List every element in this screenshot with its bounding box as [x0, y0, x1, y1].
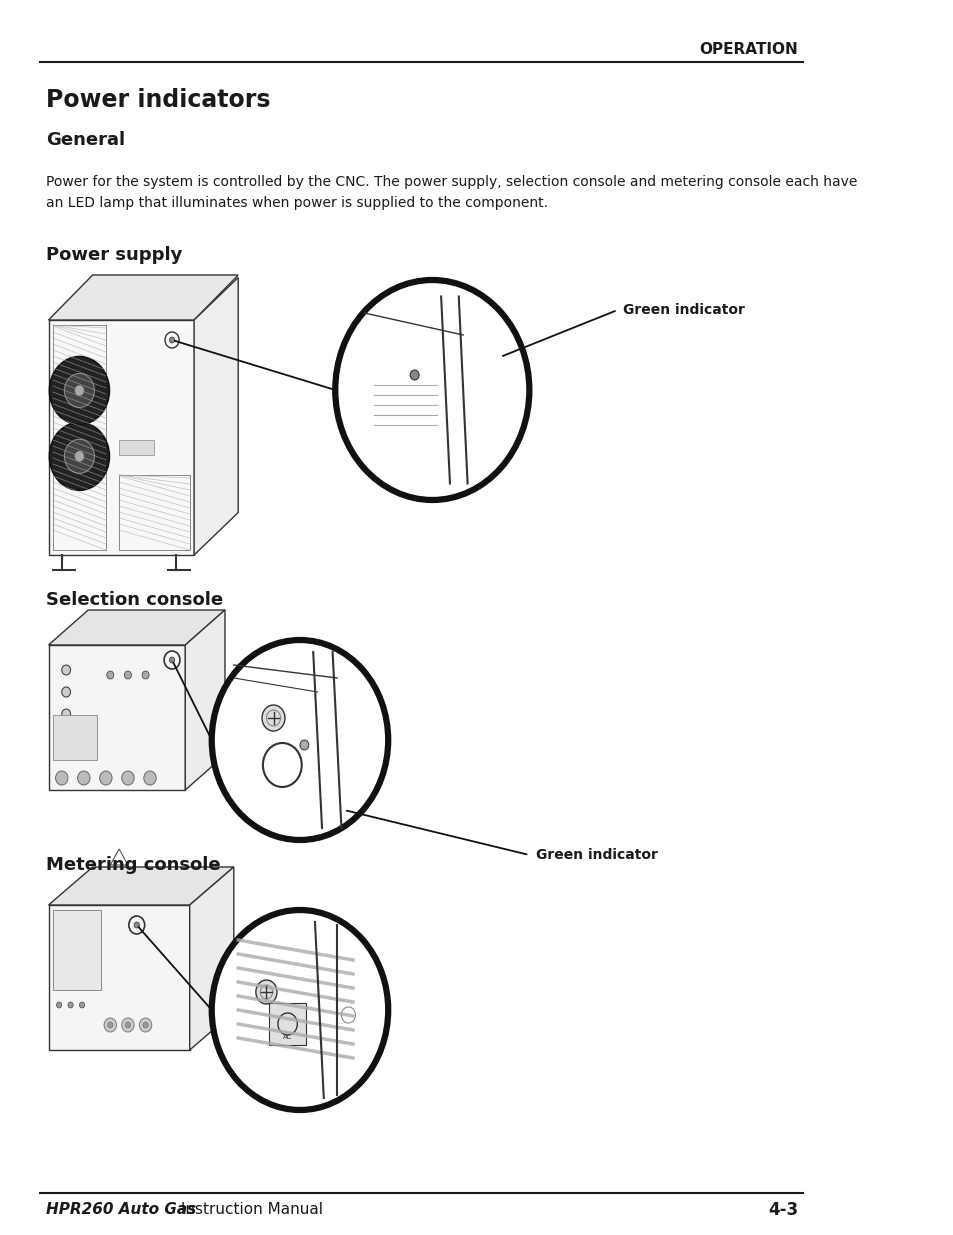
Circle shape [122, 1018, 134, 1032]
Circle shape [134, 923, 139, 927]
Circle shape [62, 709, 71, 719]
Circle shape [107, 671, 113, 679]
Circle shape [56, 1002, 62, 1008]
Text: Power supply: Power supply [46, 246, 182, 264]
Polygon shape [49, 275, 238, 320]
Polygon shape [193, 278, 238, 555]
Polygon shape [52, 910, 101, 990]
Text: Instruction Manual: Instruction Manual [176, 1203, 323, 1218]
Circle shape [79, 1002, 85, 1008]
Polygon shape [52, 715, 97, 760]
Circle shape [75, 451, 84, 462]
Text: General: General [46, 131, 125, 149]
Circle shape [55, 771, 68, 785]
Circle shape [255, 981, 276, 1004]
Circle shape [68, 1002, 73, 1008]
Circle shape [65, 440, 94, 473]
Circle shape [410, 370, 418, 380]
Circle shape [335, 280, 529, 500]
Polygon shape [119, 440, 154, 454]
Circle shape [62, 664, 71, 676]
Circle shape [170, 337, 174, 343]
Circle shape [62, 687, 71, 697]
Text: 4-3: 4-3 [767, 1200, 798, 1219]
Polygon shape [185, 610, 225, 790]
Text: Power for the system is controlled by the CNC. The power supply, selection conso: Power for the system is controlled by th… [46, 175, 857, 210]
Text: OPERATION: OPERATION [699, 42, 798, 58]
Polygon shape [269, 1003, 306, 1045]
Circle shape [122, 771, 134, 785]
Circle shape [170, 657, 174, 663]
Circle shape [299, 740, 309, 750]
Text: Green indicator: Green indicator [622, 303, 744, 317]
Polygon shape [49, 320, 193, 555]
Circle shape [100, 771, 112, 785]
Text: Selection console: Selection console [46, 592, 223, 609]
Text: Metering console: Metering console [46, 856, 220, 874]
Polygon shape [49, 905, 190, 1050]
Circle shape [65, 373, 94, 408]
Polygon shape [49, 645, 185, 790]
Circle shape [212, 640, 388, 840]
Text: Green indicator: Green indicator [535, 848, 657, 862]
Circle shape [142, 671, 149, 679]
Text: HPR260 Auto Gas: HPR260 Auto Gas [46, 1203, 196, 1218]
Circle shape [104, 1018, 116, 1032]
Circle shape [77, 771, 90, 785]
Polygon shape [49, 867, 233, 905]
Circle shape [139, 1018, 152, 1032]
Circle shape [108, 1023, 112, 1028]
Circle shape [143, 1023, 148, 1028]
Circle shape [124, 671, 132, 679]
Polygon shape [49, 610, 225, 645]
Text: AC: AC [283, 1034, 292, 1040]
Circle shape [262, 705, 285, 731]
Circle shape [75, 385, 84, 395]
Text: Power indicators: Power indicators [46, 88, 270, 112]
Circle shape [144, 771, 156, 785]
Circle shape [50, 357, 110, 425]
Polygon shape [190, 867, 233, 1050]
Circle shape [212, 910, 388, 1110]
Circle shape [50, 422, 110, 490]
Circle shape [125, 1023, 131, 1028]
